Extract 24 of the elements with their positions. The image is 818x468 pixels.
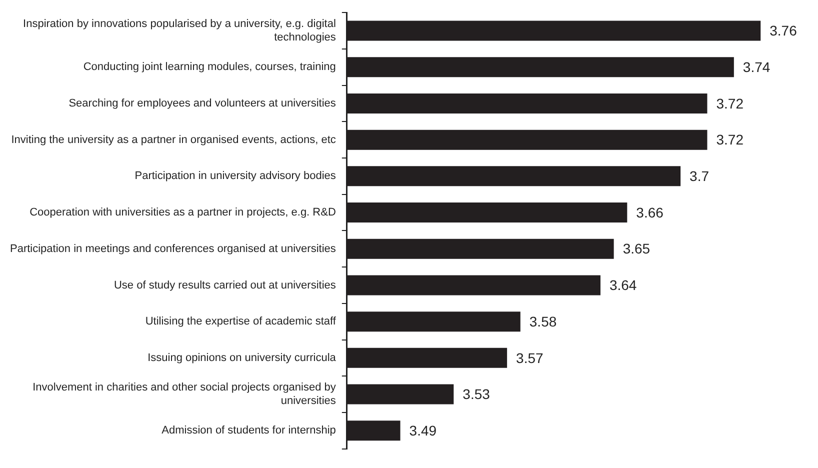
y-tick-label: Inviting the university as a partner in organised events, actions, etc (11, 134, 336, 146)
y-tick-label: Involvement in charities and other social projects organised by universities (32, 382, 336, 407)
data-label: 3.74 (742, 58, 770, 75)
data-label: 3.76 (770, 22, 798, 39)
y-tick-label: Participation in meetings and conferences organised at universities (10, 242, 336, 255)
data-label: 3.72 (716, 132, 744, 148)
y-tick-label: Cooperation with universities as a partner in projects, e.g. R&D (30, 206, 336, 219)
y-tick-label: Searching for employees and volunteers at universities (68, 98, 336, 110)
y-tick-label: Inspiration by innovations popularised by a university, e.g. digital technologies (23, 18, 336, 44)
data-label: 3.49 (409, 422, 437, 438)
y-tick-label: Admission of students for internship (162, 424, 336, 437)
y-tick-label: Use of study results carried out at universities (114, 279, 336, 292)
y-tick-label: Conducting joint learning modules, courses, training (83, 61, 336, 74)
y-tick-label: Participation in university advisory bodies (134, 170, 336, 182)
y-tick-label: Issuing opinions on university curricula (148, 352, 337, 364)
data-label: 3.57 (516, 350, 544, 366)
data-label: 3.65 (622, 240, 650, 257)
data-label: 3.53 (462, 386, 490, 402)
data-label: 3.66 (636, 204, 664, 220)
data-label: 3.7 (690, 168, 710, 184)
y-tick-label: Utilising the expertise of academic staff (145, 316, 337, 328)
data-label: 3.72 (716, 95, 744, 112)
data-label: 3.58 (529, 313, 557, 330)
data-label: 3.64 (609, 277, 637, 294)
